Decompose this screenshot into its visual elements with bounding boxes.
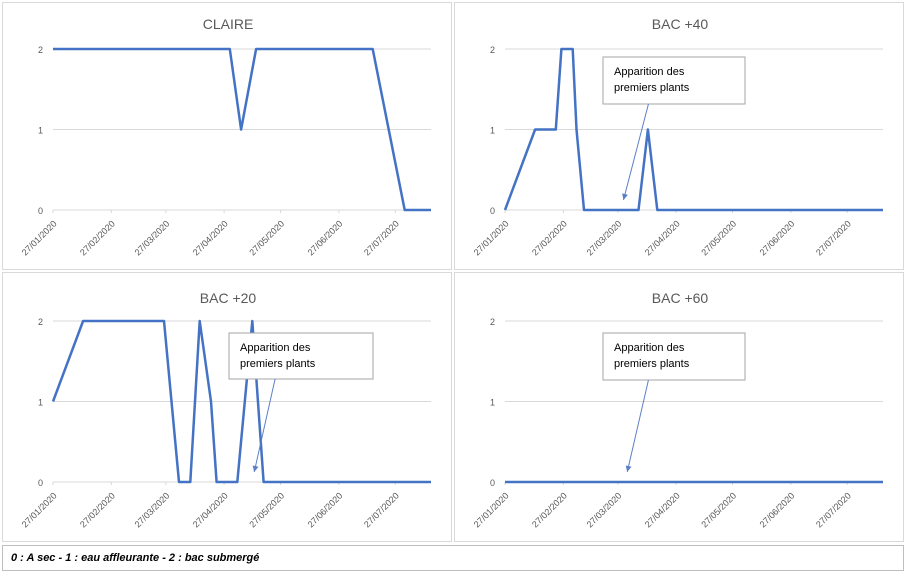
x-tick-label: 27/05/2020 — [247, 491, 286, 530]
annotation-arrow — [253, 378, 276, 473]
x-tick-label: 27/02/2020 — [78, 491, 117, 530]
annotation-box — [228, 332, 374, 380]
x-tick-label: 27/01/2020 — [20, 219, 59, 258]
y-tick-label: 2 — [38, 45, 43, 55]
y-tick-label: 0 — [38, 206, 43, 216]
y-tick-label: 2 — [490, 45, 495, 55]
x-tick-label: 27/07/2020 — [814, 491, 853, 530]
y-tick-label: 0 — [38, 478, 43, 488]
annotation-text: premiers plants — [240, 358, 316, 370]
annotation-box — [602, 56, 746, 105]
x-tick-label: 27/03/2020 — [133, 219, 172, 258]
annotation-text: Apparition des — [240, 342, 311, 354]
x-tick-label: 27/02/2020 — [78, 219, 117, 258]
x-tick-label: 27/03/2020 — [585, 491, 624, 530]
annotation-arrowhead — [625, 465, 632, 472]
annotation-text: premiers plants — [614, 82, 690, 94]
y-tick-label: 0 — [490, 206, 495, 216]
chart-bac-40: BAC +40 0 1 2 27/01/2020 27/02/2020 27/03/2020… — [472, 16, 883, 258]
chart-title: BAC +60 — [652, 290, 709, 306]
chart-panel-bac-20: BAC +20 0 1 2 27/01/2020 27/02/2020 27/03/2020… — [2, 272, 452, 542]
chart-title: BAC +40 — [652, 16, 709, 32]
y-tick-label: 1 — [38, 126, 43, 136]
series-line — [53, 47, 431, 212]
annotation-arrow — [622, 103, 649, 201]
y-tick-label: 1 — [490, 126, 495, 136]
chart-title: BAC +20 — [200, 290, 257, 306]
x-tick-label: 27/02/2020 — [530, 219, 569, 258]
x-tick-label: 27/06/2020 — [758, 491, 797, 530]
x-tick-label: 27/01/2020 — [472, 219, 511, 258]
x-tick-label: 27/05/2020 — [247, 219, 286, 258]
x-tick-label: 27/01/2020 — [20, 491, 59, 530]
chart-bac-20: BAC +20 0 1 2 27/01/2020 27/02/2020 27/03/2020… — [20, 290, 431, 530]
x-tick-label: 27/06/2020 — [306, 219, 345, 258]
x-tick-label: 27/04/2020 — [643, 219, 682, 258]
x-tick-label: 27/04/2020 — [643, 491, 682, 530]
x-tick-label: 27/07/2020 — [362, 219, 401, 258]
annotation-arrowhead — [252, 465, 259, 472]
x-tick-label: 27/07/2020 — [814, 219, 853, 258]
annotation-text: premiers plants — [614, 358, 690, 370]
annotation-text: Apparition des — [614, 66, 685, 78]
x-tick-label: 27/06/2020 — [758, 219, 797, 258]
x-tick-label: 27/04/2020 — [191, 491, 230, 530]
chart-bac-60: BAC +60 0 1 2 27/01/2020 27/02/2020 27/03/2020… — [472, 290, 883, 530]
y-tick-label: 2 — [38, 317, 43, 327]
legend-note-box: 0 : A sec - 1 : eau affleurante - 2 : ba… — [2, 545, 904, 571]
y-tick-label: 1 — [490, 398, 495, 408]
y-tick-label: 0 — [490, 478, 495, 488]
annotation-text: Apparition des — [614, 342, 685, 354]
legend-note: 0 : A sec - 1 : eau affleurante - 2 : ba… — [11, 552, 260, 564]
x-tick-label: 27/03/2020 — [133, 491, 172, 530]
chart-panel-bac-60: BAC +60 0 1 2 27/01/2020 27/02/2020 27/03/2020… — [454, 272, 904, 542]
chart-panel-bac-40: BAC +40 0 1 2 27/01/2020 27/02/2020 27/03/2020… — [454, 2, 904, 270]
x-tick-label: 27/02/2020 — [530, 491, 569, 530]
chart-panel-claire: CLAIRE 0 1 2 27/01/2020 27/02/2020 27/03/2020 2… — [2, 2, 452, 270]
x-tick-label: 27/03/2020 — [585, 219, 624, 258]
y-tick-label: 1 — [38, 398, 43, 408]
annotation-arrowhead — [622, 193, 628, 200]
x-tick-label: 27/04/2020 — [191, 219, 230, 258]
chart-title: CLAIRE — [203, 16, 254, 32]
annotation-box — [602, 332, 746, 381]
x-tick-label: 27/05/2020 — [699, 219, 738, 258]
series-line — [503, 47, 883, 212]
annotation-arrow — [626, 379, 649, 473]
x-tick-label: 27/07/2020 — [362, 491, 401, 530]
x-tick-label: 27/01/2020 — [472, 491, 511, 530]
chart-claire: CLAIRE 0 1 2 27/01/2020 27/02/2020 27/03/2020 2… — [20, 16, 431, 258]
y-tick-label: 2 — [490, 317, 495, 327]
x-tick-label: 27/05/2020 — [699, 491, 738, 530]
x-tick-label: 27/06/2020 — [306, 491, 345, 530]
